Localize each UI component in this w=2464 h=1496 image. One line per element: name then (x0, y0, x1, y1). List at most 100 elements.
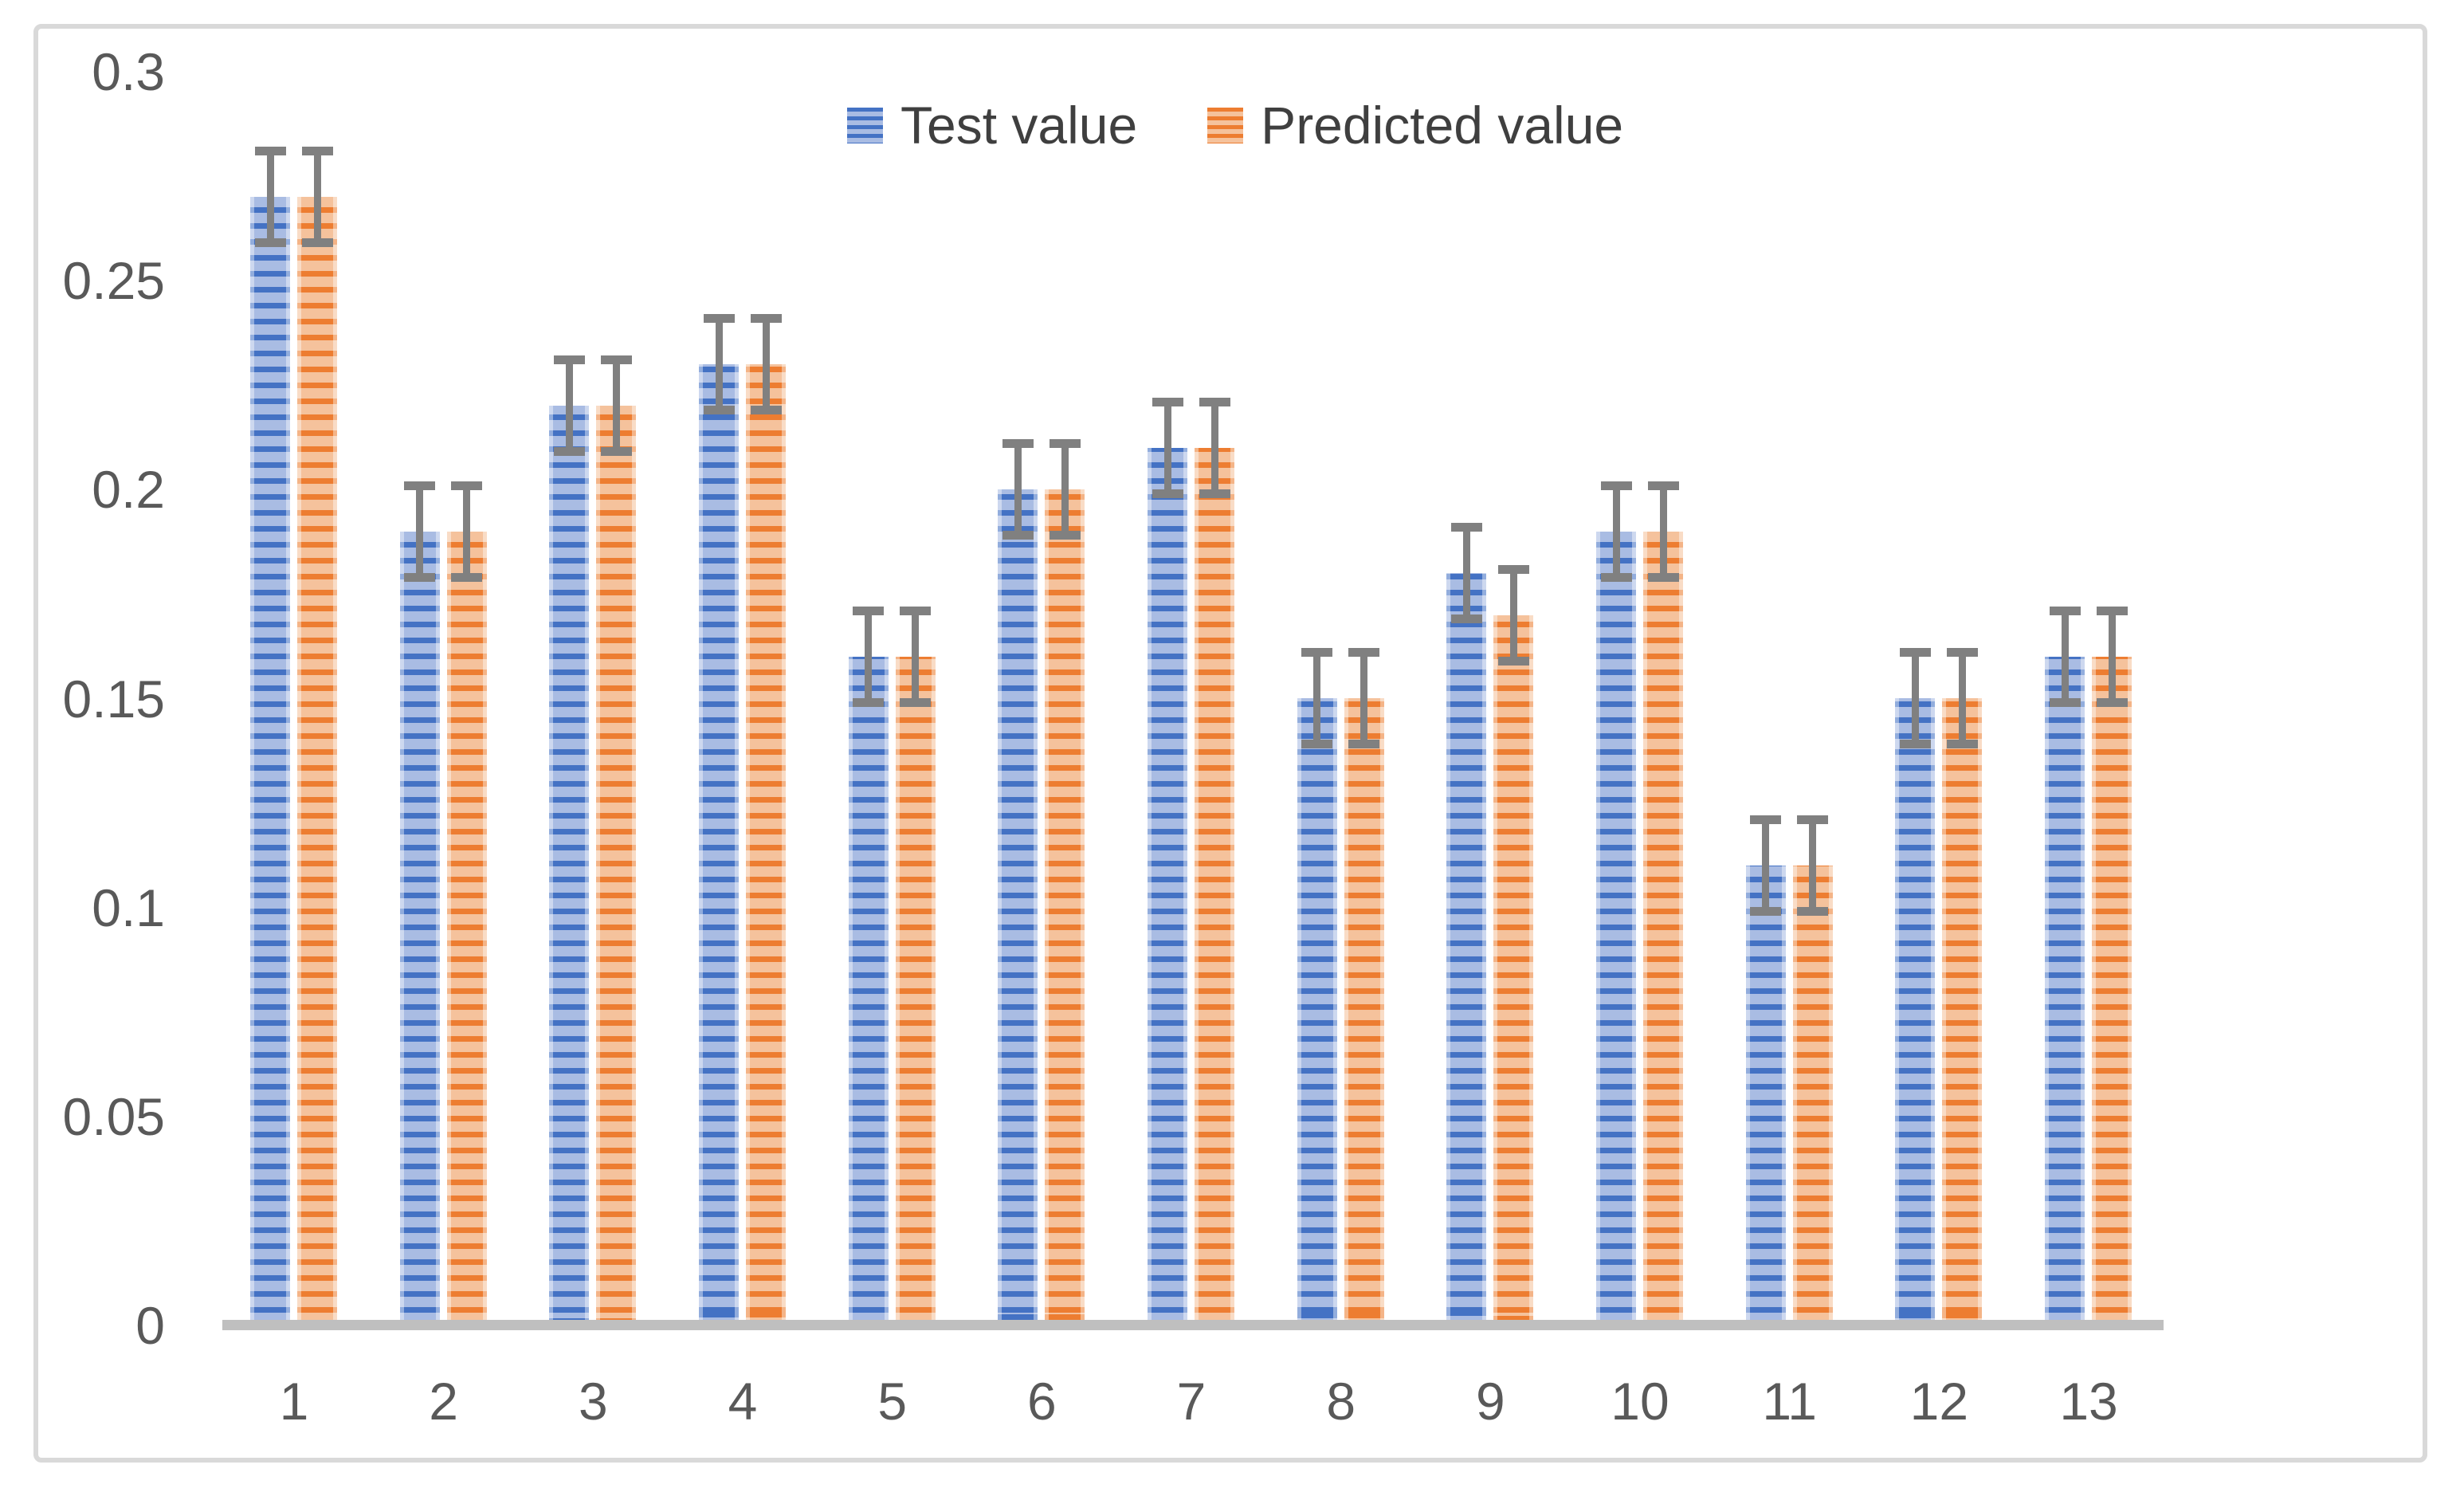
y-tick-label: 0.2 (92, 460, 165, 520)
error-bar-cap (301, 238, 333, 248)
y-tick-label: 0.15 (62, 669, 165, 728)
bar-predicted-value (446, 532, 487, 1325)
x-tick-label: 8 (1326, 1372, 1356, 1431)
error-bar-cap (254, 238, 286, 248)
error-bar (1899, 647, 1931, 749)
error-bar-cap (703, 406, 735, 415)
error-bar (1647, 481, 1679, 583)
error-bar (1199, 397, 1230, 499)
x-tick-label: 1 (279, 1372, 309, 1431)
error-bar-stem (1462, 526, 1470, 620)
error-bar (1750, 815, 1782, 917)
bar-predicted-value (1792, 866, 1833, 1325)
error-bar-stem (565, 359, 573, 453)
bar-predicted-value (297, 197, 337, 1325)
error-bar-stem (463, 485, 471, 579)
bar-test-value (250, 197, 290, 1325)
x-tick-label: 4 (728, 1372, 758, 1431)
test-value-series-swatch-icon (847, 107, 883, 143)
error-bar-cap (750, 406, 782, 415)
bar-test-value (1446, 573, 1487, 1325)
error-bar-cap (1899, 740, 1931, 749)
error-bar-stem (1509, 568, 1517, 662)
error-bar-stem (1014, 442, 1022, 536)
error-bar-stem (865, 610, 873, 704)
bar-predicted-value (596, 406, 637, 1325)
error-bar-cap (1600, 573, 1632, 583)
error-bar-cap (900, 698, 932, 708)
bar-predicted-value (1344, 698, 1384, 1325)
error-bar (2049, 606, 2081, 708)
error-bar (900, 606, 932, 708)
error-bar (703, 313, 735, 415)
error-bar-stem (912, 610, 920, 704)
bar-test-value (1297, 698, 1337, 1325)
x-tick-label: 10 (1611, 1372, 1669, 1431)
bar-test-value (1895, 698, 1936, 1325)
bar-test-value (2045, 657, 2085, 1325)
bar-test-value (998, 489, 1038, 1325)
error-bar-cap (451, 573, 483, 583)
error-bar-stem (1061, 442, 1069, 536)
error-bar (301, 146, 333, 248)
bar-test-value (699, 364, 739, 1325)
error-bar-stem (1958, 651, 1966, 745)
error-bar (553, 355, 585, 457)
x-tick-label: 12 (1909, 1372, 1969, 1431)
error-bar-cap (853, 698, 885, 708)
error-bar-stem (1659, 485, 1667, 579)
bar-predicted-value (2092, 657, 2132, 1325)
y-tick-label: 0 (135, 1296, 165, 1355)
error-bar-cap (1647, 573, 1679, 583)
bar-predicted-value (1493, 615, 1534, 1325)
error-bar (600, 355, 632, 457)
error-bar (1002, 438, 1034, 540)
error-bar (1946, 647, 1978, 749)
error-bar-cap (553, 447, 585, 457)
error-bar (1600, 481, 1632, 583)
legend-label-predicted-value: Predicted value (1261, 96, 1624, 155)
x-tick-label: 7 (1176, 1372, 1206, 1431)
error-bar-stem (1360, 651, 1368, 745)
error-bar-stem (1163, 401, 1171, 495)
error-bar-cap (1497, 657, 1529, 666)
error-bar-cap (1348, 740, 1380, 749)
error-bar-stem (313, 150, 321, 244)
error-bar-stem (2061, 610, 2069, 704)
bar-predicted-value (895, 657, 936, 1325)
x-axis-line (222, 1320, 2164, 1330)
error-bar (2096, 606, 2128, 708)
error-bar-stem (762, 317, 770, 411)
error-bar (451, 481, 483, 583)
error-bar-cap (1450, 614, 1482, 624)
error-bar (1049, 438, 1081, 540)
error-bar-cap (600, 447, 632, 457)
error-bar (1348, 647, 1380, 749)
x-tick-label: 13 (2059, 1372, 2118, 1431)
bar-test-value (1148, 448, 1188, 1325)
error-bar (1797, 815, 1829, 917)
x-tick-label: 6 (1026, 1372, 1057, 1431)
y-tick-label: 0.25 (62, 251, 165, 311)
error-bar-cap (1049, 531, 1081, 540)
x-tick-label: 11 (1762, 1372, 1817, 1431)
error-bar (1301, 647, 1333, 749)
error-bar-stem (266, 150, 274, 244)
error-bar (750, 313, 782, 415)
error-bar (1152, 397, 1183, 499)
error-bar-cap (1002, 531, 1034, 540)
predicted-value-series-swatch-icon (1207, 107, 1244, 143)
bar-predicted-value (1045, 489, 1085, 1325)
error-bar (404, 481, 436, 583)
error-bar (1497, 564, 1529, 666)
bar-test-value (1745, 866, 1786, 1325)
error-bar-stem (1911, 651, 1919, 745)
legend-item-test-value: Test value (847, 97, 1137, 153)
error-bar-cap (1946, 740, 1978, 749)
error-bar-cap (1301, 740, 1333, 749)
error-bar-stem (1762, 819, 1770, 913)
error-bar-stem (416, 485, 424, 579)
error-bar-cap (2049, 698, 2081, 708)
bar-predicted-value (746, 364, 786, 1325)
